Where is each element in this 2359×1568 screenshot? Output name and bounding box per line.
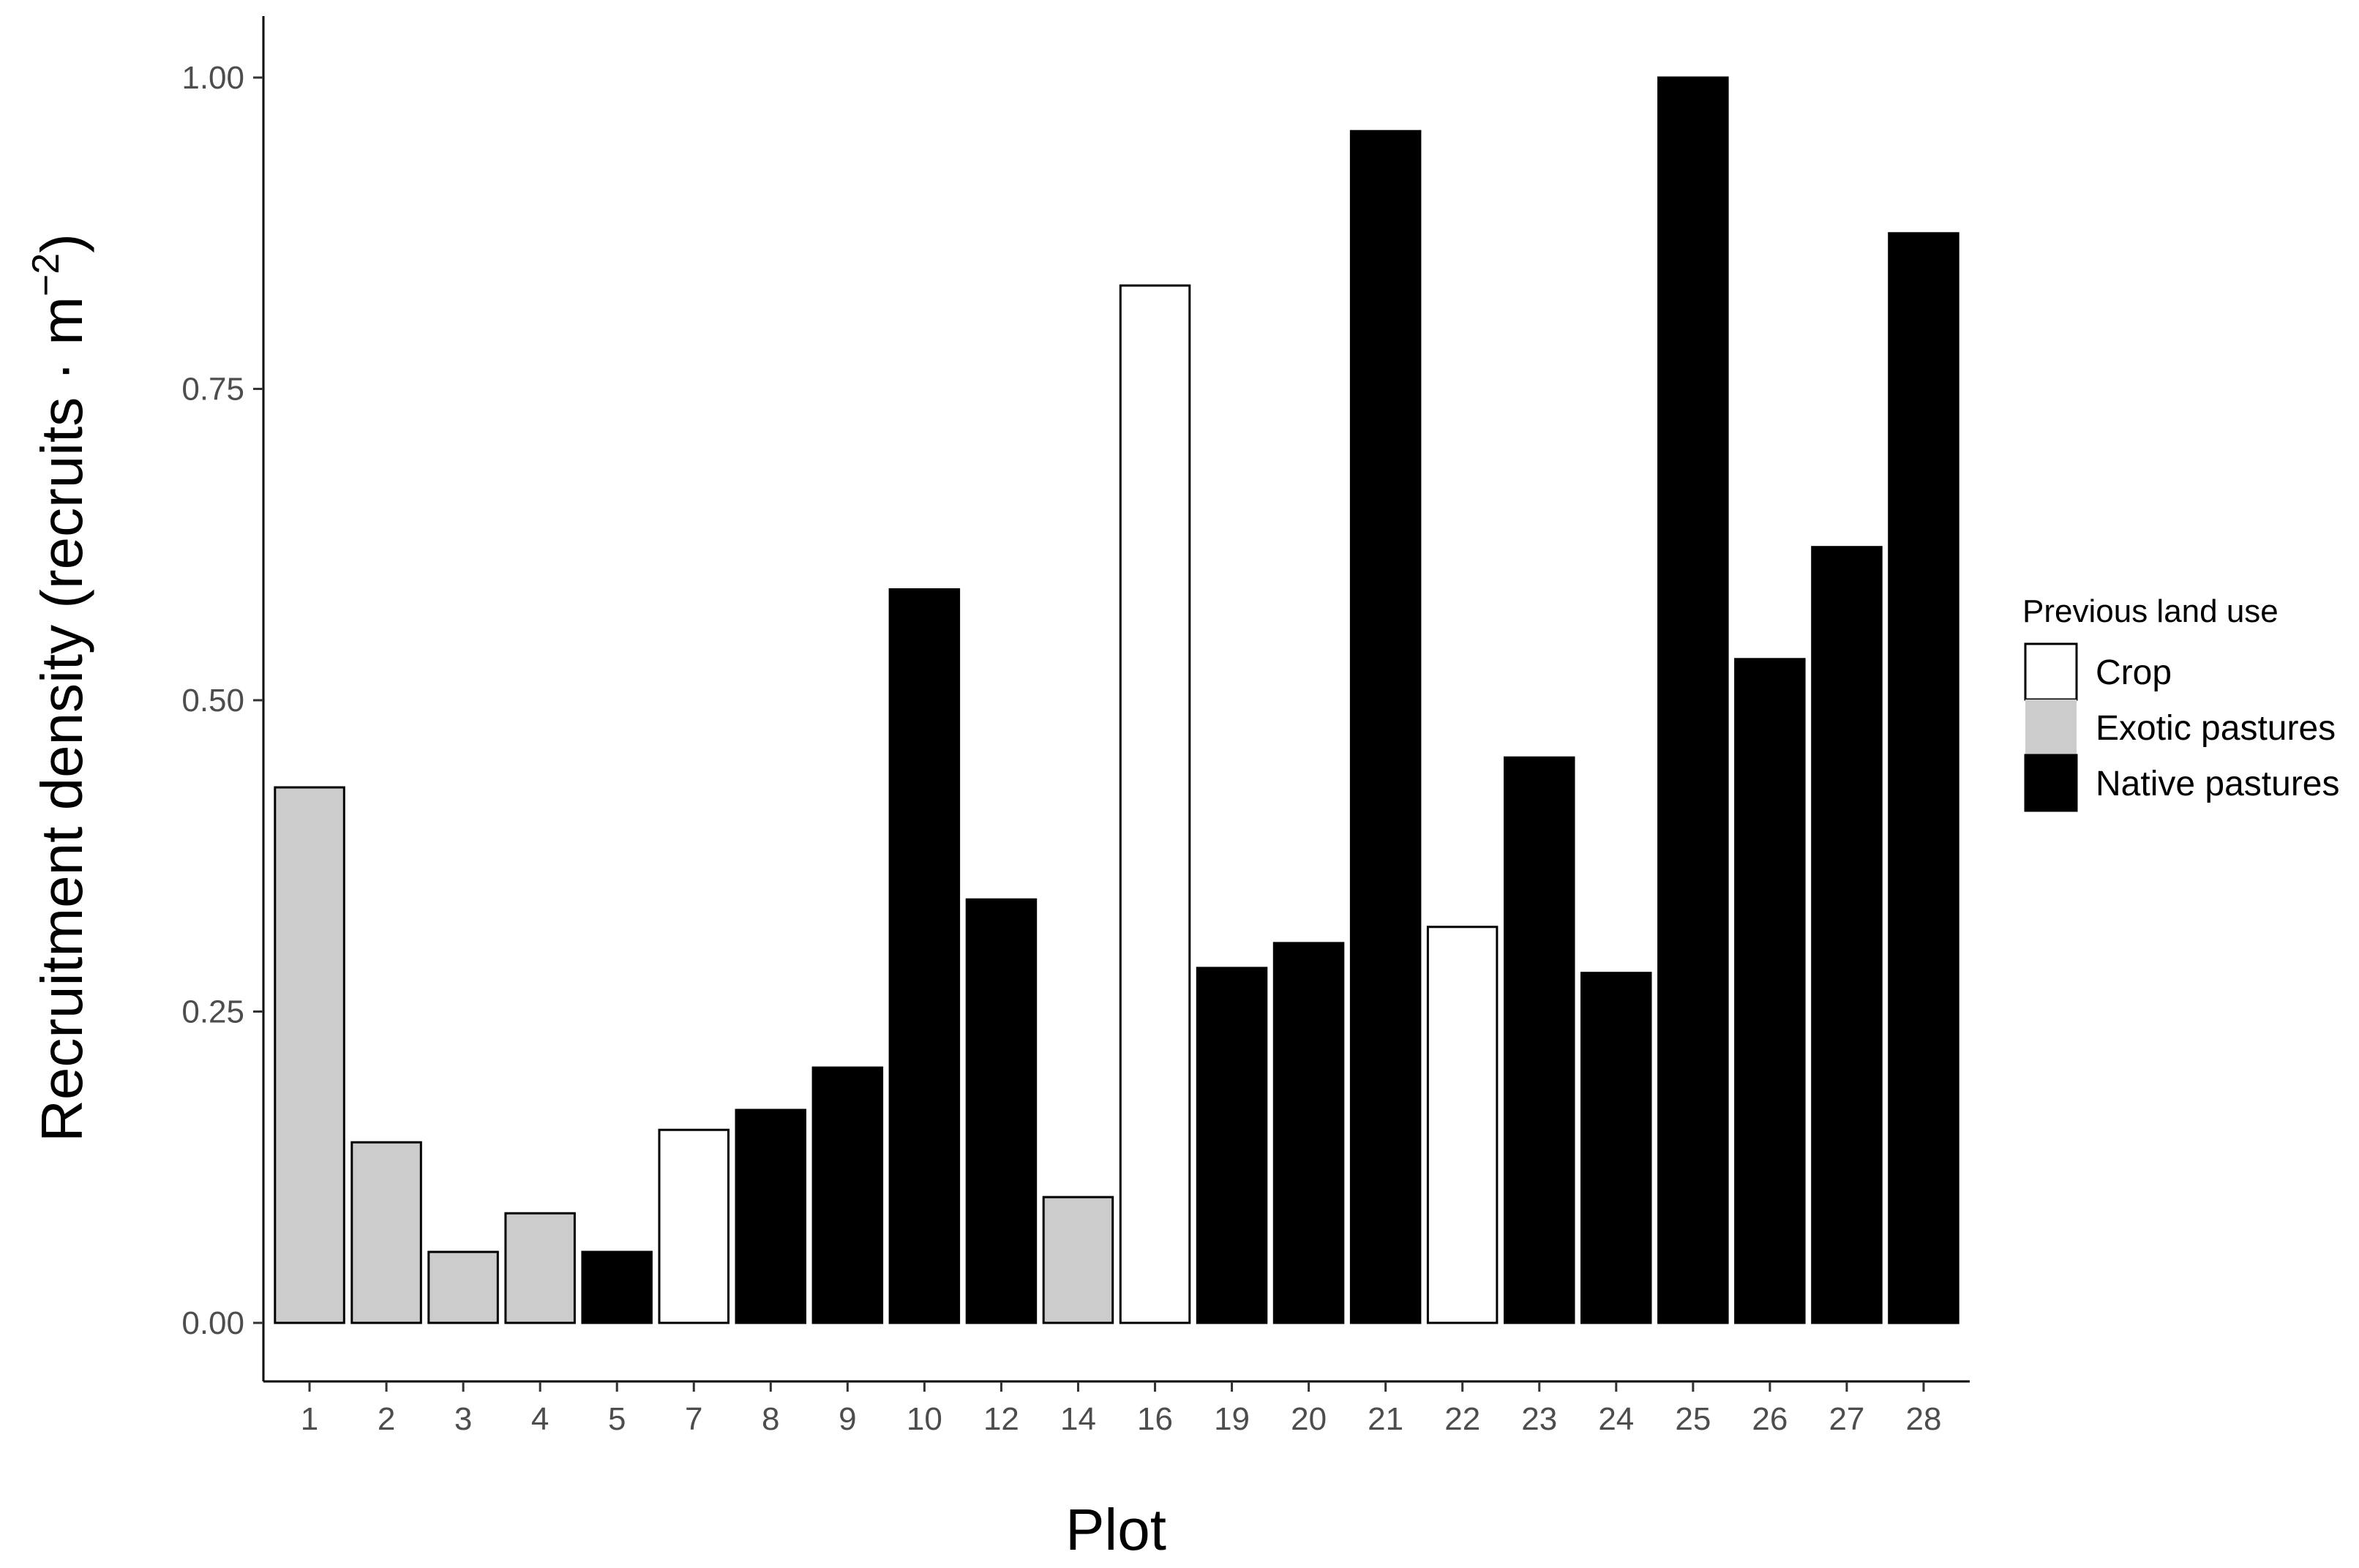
x-tick-label-12: 12 — [983, 1401, 1019, 1437]
legend-label: Exotic pastures — [2096, 709, 2336, 748]
x-ticks-group: 1 2 3 4 5 7 8 9 10 12 14 16 19 20 21 22 23 24 25 26 27 28 — [301, 1381, 1941, 1437]
y-axis-title: Recruitment density (recruits · m−2) — [25, 233, 94, 1142]
x-tick-label-14: 14 — [1060, 1401, 1096, 1437]
x-tick-label-4: 4 — [531, 1401, 549, 1437]
y-axis-title-close: ) — [29, 233, 94, 253]
legend-label: Native pastures — [2096, 765, 2340, 803]
y-tick-label: 0.00 — [181, 1305, 244, 1341]
x-tick-label-5: 5 — [608, 1401, 626, 1437]
x-tick-label-22: 22 — [1444, 1401, 1480, 1437]
bar-plot-14 — [1042, 1196, 1114, 1324]
y-tick-label: 0.50 — [181, 683, 244, 719]
bar-plot-20 — [1272, 942, 1345, 1324]
bar-plot-1 — [274, 786, 345, 1324]
x-tick-label-19: 19 — [1214, 1401, 1250, 1437]
bar-plot-28 — [1888, 232, 1959, 1324]
bars-group — [274, 76, 1959, 1324]
legend-title: Previous land use — [2022, 593, 2279, 629]
x-tick-label-25: 25 — [1675, 1401, 1711, 1437]
bar-plot-7 — [658, 1128, 730, 1324]
x-tick-label-27: 27 — [1829, 1401, 1864, 1437]
x-tick-label-26: 26 — [1752, 1401, 1788, 1437]
bar-plot-8 — [735, 1109, 806, 1324]
bar-plot-10 — [888, 588, 961, 1324]
bar-plot-23 — [1504, 756, 1575, 1324]
bar-plot-25 — [1657, 76, 1729, 1324]
y-tick-label: 0.25 — [181, 994, 244, 1030]
bar-plot-12 — [965, 898, 1038, 1324]
axes-group — [262, 16, 1970, 1383]
bar-plot-27 — [1811, 546, 1883, 1324]
x-tick-label-21: 21 — [1368, 1401, 1403, 1437]
y-ticks-group: 0.00 0.25 0.50 0.75 1.00 — [181, 60, 263, 1341]
legend-key-native-pastures — [2024, 754, 2078, 812]
legend-key-crop — [2024, 642, 2078, 701]
x-tick-label-8: 8 — [762, 1401, 779, 1437]
bar-plot-16 — [1119, 284, 1191, 1324]
bar-plot-21 — [1349, 130, 1422, 1324]
x-axis-title: Plot — [1065, 1497, 1166, 1562]
bar-plot-5 — [581, 1250, 653, 1324]
y-axis-title-exponent: −2 — [25, 253, 67, 296]
legend-key-exotic-pastures — [2025, 699, 2077, 755]
bar-plot-19 — [1196, 967, 1268, 1324]
legend: Previous land use Crop Exotic pastures Nat… — [2022, 593, 2340, 812]
x-tick-label-7: 7 — [685, 1401, 702, 1437]
x-tick-label-16: 16 — [1137, 1401, 1173, 1437]
x-tick-label-3: 3 — [454, 1401, 472, 1437]
x-tick-label-28: 28 — [1905, 1401, 1941, 1437]
bar-plot-4 — [504, 1212, 576, 1324]
y-axis-title-main: Recruitment density (recruits · m — [29, 296, 94, 1142]
x-tick-label-20: 20 — [1291, 1401, 1327, 1437]
bar-plot-22 — [1426, 926, 1499, 1324]
x-tick-label-9: 9 — [839, 1401, 856, 1437]
bar-plot-24 — [1580, 972, 1652, 1324]
bar-plot-2 — [350, 1141, 422, 1324]
bar-plot-26 — [1734, 658, 1806, 1324]
y-tick-label: 0.75 — [181, 372, 244, 408]
x-tick-label-23: 23 — [1521, 1401, 1557, 1437]
x-tick-label-2: 2 — [378, 1401, 395, 1437]
y-tick-label: 1.00 — [181, 60, 244, 96]
legend-label: Crop — [2096, 653, 2172, 692]
legend-items: Crop Exotic pastures Native pastures — [2024, 642, 2340, 812]
x-tick-label-24: 24 — [1598, 1401, 1634, 1437]
bar-plot-3 — [427, 1250, 499, 1324]
x-tick-label-1: 1 — [301, 1401, 318, 1437]
bar-plot-9 — [811, 1066, 884, 1324]
x-tick-label-10: 10 — [907, 1401, 942, 1437]
